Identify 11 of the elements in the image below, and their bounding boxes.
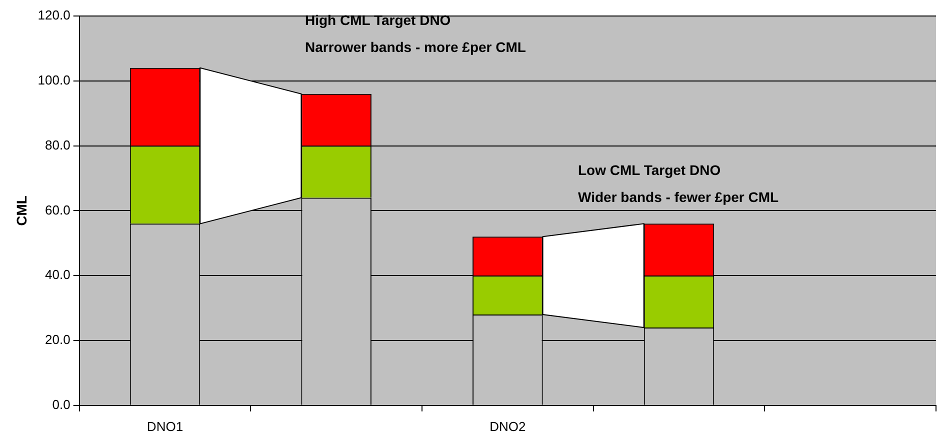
x-tick-label: DNO2 (490, 418, 526, 434)
y-axis-title: CML (13, 195, 30, 226)
y-tick-label: 80.0 (45, 137, 70, 152)
y-tick-label: 40.0 (45, 267, 70, 282)
y-tick-label: 100.0 (38, 72, 70, 88)
y-tick-label: 0.0 (52, 396, 70, 412)
y-tick-label: 60.0 (45, 202, 70, 218)
y-tick-label: 20.0 (45, 332, 70, 348)
x-tick-label: DNO1 (146, 418, 184, 434)
annotation: Low CML Target DNO Wider bands - fewer £per CML (578, 162, 780, 205)
y-tick-label: 120.0 (38, 8, 70, 23)
